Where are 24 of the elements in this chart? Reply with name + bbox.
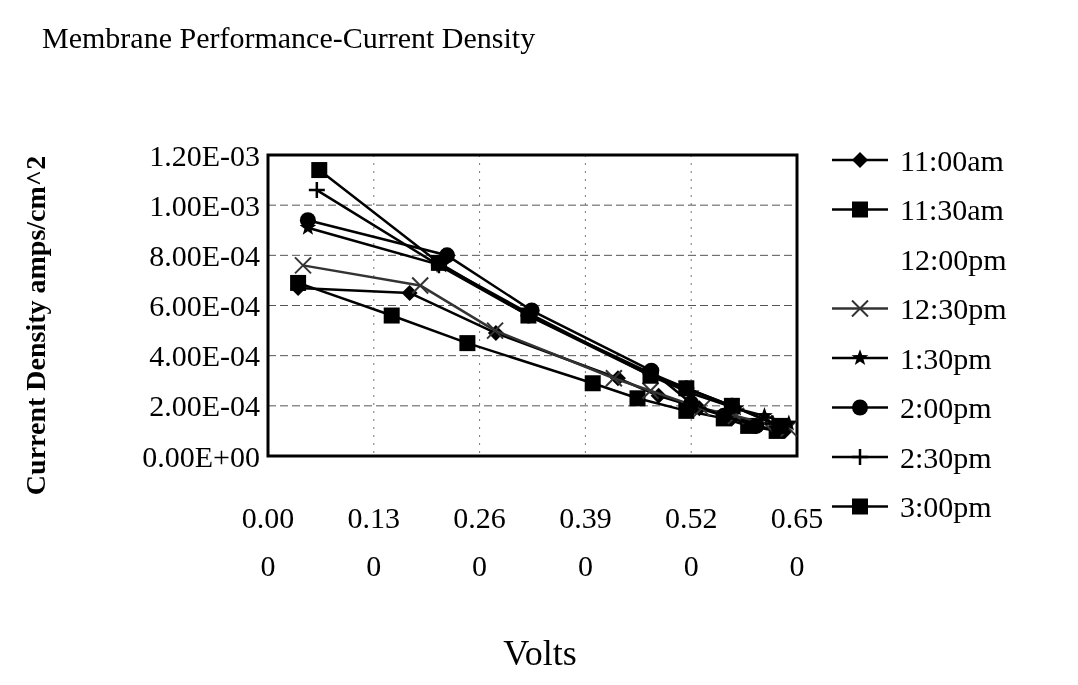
legend-label: 12:30pm [900, 292, 1007, 325]
y-tick-label: 8.00E-04 [149, 238, 260, 272]
legend-label: 2:00pm [900, 391, 992, 424]
y-tick-label: 1.20E-03 [149, 138, 260, 172]
legend-label: 3:00pm [900, 490, 992, 523]
legend-label: 2:30pm [900, 440, 992, 474]
y-tick-label: 1.00E-03 [149, 188, 260, 222]
x-axis-title: Volts [503, 633, 577, 673]
x-tick-label: 0.390 [559, 501, 612, 582]
y-axis-title: Current Density amps/cm^2 [20, 155, 51, 496]
x-tick-label: 0.650 [770, 501, 824, 582]
y-tick-label: 4.00E-04 [149, 339, 260, 373]
y-tick-label: 0.00E+00 [142, 439, 260, 473]
legend-label: 1:30pm [900, 341, 992, 375]
y-tick-label: 2.00E-04 [149, 389, 260, 423]
x-tick-label: 0.000 [241, 501, 295, 582]
x-tick-label: 0.260 [453, 501, 506, 582]
x-tick-label: 0.520 [664, 501, 718, 582]
chart-title: Membrane Performance-Current Density [42, 21, 536, 54]
legend-label: 11:00am [900, 143, 1004, 177]
text: 12:00pm [900, 242, 1007, 276]
legend-label: 11:30am [900, 193, 1004, 226]
y-tick-label: 6.00E-04 [149, 289, 260, 322]
x-tick-label: 0.130 [347, 501, 401, 582]
